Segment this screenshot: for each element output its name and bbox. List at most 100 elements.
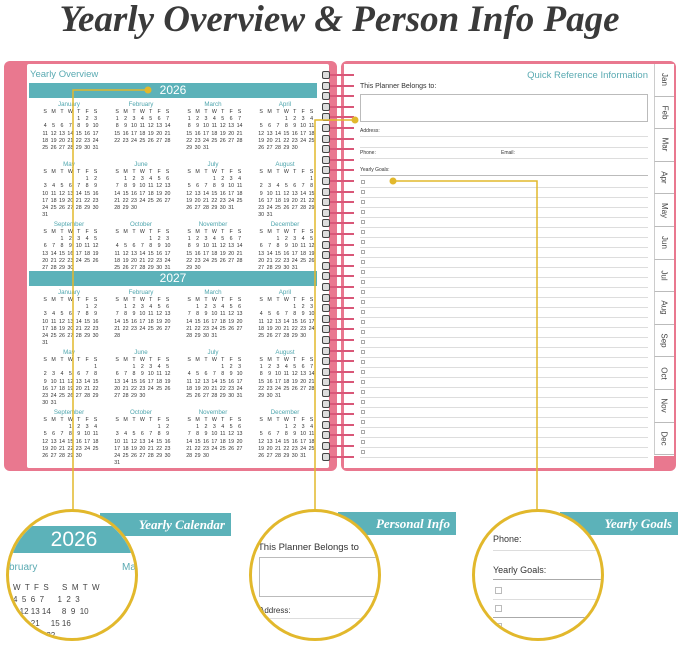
day-cell: 30 bbox=[92, 333, 99, 340]
day-cell: 12 bbox=[219, 243, 226, 250]
day-cell: 16 bbox=[131, 190, 137, 197]
day-cell: 16 bbox=[219, 190, 226, 197]
weekday-label: S bbox=[237, 357, 242, 363]
goal-checkbox[interactable] bbox=[361, 430, 365, 434]
weekday-label: S bbox=[237, 229, 242, 235]
goal-checkbox[interactable] bbox=[361, 180, 365, 184]
day-cell: 27 bbox=[236, 325, 243, 332]
weekday-label: T bbox=[204, 297, 208, 303]
tab-jun[interactable]: Jun bbox=[654, 226, 674, 260]
day-cell: 28 bbox=[59, 453, 65, 460]
day-cell: 10 bbox=[75, 243, 82, 250]
day-cell: 24 bbox=[131, 137, 137, 144]
month-name: January bbox=[57, 289, 80, 296]
goal-checkbox[interactable] bbox=[361, 270, 365, 274]
day-cell: 20 bbox=[164, 190, 171, 197]
goal-checkbox[interactable] bbox=[361, 370, 365, 374]
weekday-label: T bbox=[204, 229, 208, 235]
goal-checkbox[interactable] bbox=[361, 350, 365, 354]
goal-checkbox[interactable] bbox=[361, 410, 365, 414]
day-cell: 15 bbox=[147, 250, 154, 257]
day-cell: 2 bbox=[94, 304, 98, 311]
goal-checkbox[interactable] bbox=[361, 190, 365, 194]
day-cell: 21 bbox=[308, 378, 315, 385]
spiral-ring bbox=[318, 112, 354, 122]
weekday-label: W bbox=[283, 109, 289, 115]
goal-checkbox[interactable] bbox=[361, 440, 365, 444]
goal-checkbox[interactable] bbox=[361, 400, 365, 404]
tab-nov[interactable]: Nov bbox=[654, 389, 674, 423]
day-cell: 2 bbox=[293, 424, 297, 431]
goal-checkbox[interactable] bbox=[361, 230, 365, 234]
owner-name-box[interactable] bbox=[360, 94, 648, 122]
goal-checkbox[interactable] bbox=[361, 450, 365, 454]
goal-checkbox[interactable] bbox=[361, 340, 365, 344]
day-cell: 14 bbox=[266, 250, 273, 257]
tab-aug[interactable]: Aug bbox=[654, 292, 674, 325]
tab-apr[interactable]: Apr bbox=[654, 161, 674, 195]
goal-checkbox[interactable] bbox=[361, 320, 365, 324]
day-cell: 27 bbox=[114, 393, 121, 400]
goal-checkbox[interactable] bbox=[361, 330, 365, 334]
goal-checkbox[interactable] bbox=[361, 420, 365, 424]
zoom-month-right: Ma bbox=[122, 562, 136, 573]
goal-checkbox[interactable] bbox=[361, 250, 365, 254]
tab-feb[interactable]: Feb bbox=[654, 96, 674, 130]
day-cell: 25 bbox=[139, 137, 146, 144]
day-cell: 17 bbox=[308, 318, 315, 325]
day-cell: 6 bbox=[132, 243, 136, 250]
day-cell: 6 bbox=[229, 236, 233, 243]
day-cell: 1 bbox=[284, 424, 288, 431]
tab-jul[interactable]: Jul bbox=[654, 259, 674, 293]
goal-checkbox[interactable] bbox=[361, 200, 365, 204]
day-cell: 14 bbox=[203, 190, 209, 197]
day-cell: 8 bbox=[196, 311, 200, 318]
goal-checkbox[interactable] bbox=[361, 280, 365, 284]
day-cell: 3 bbox=[212, 424, 216, 431]
goal-checkbox[interactable] bbox=[361, 390, 365, 394]
tab-dec[interactable]: Dec bbox=[654, 422, 674, 456]
tab-oct[interactable]: Oct bbox=[654, 357, 674, 390]
day-cell: 20 bbox=[114, 385, 121, 392]
goal-checkbox[interactable] bbox=[361, 260, 365, 264]
goal-checkbox[interactable] bbox=[361, 300, 365, 304]
goal-line bbox=[360, 327, 648, 328]
day-cell: 21 bbox=[147, 445, 154, 452]
day-cell: 23 bbox=[194, 137, 201, 144]
day-cell: 26 bbox=[228, 445, 235, 452]
goal-checkbox[interactable] bbox=[361, 290, 365, 294]
goal-checkbox[interactable] bbox=[361, 240, 365, 244]
tab-jan[interactable]: Jan bbox=[654, 64, 674, 97]
weekday-label: F bbox=[229, 109, 233, 115]
day-cell: 29 bbox=[147, 265, 154, 272]
day-cell: 8 bbox=[187, 243, 191, 250]
tab-sep[interactable]: Sep bbox=[654, 324, 674, 358]
day-cell: 9 bbox=[196, 123, 200, 130]
goal-line bbox=[360, 307, 648, 308]
day-cell: 21 bbox=[275, 445, 281, 452]
goal-line bbox=[360, 377, 648, 378]
goal-checkbox[interactable] bbox=[361, 210, 365, 214]
weekday-label: F bbox=[157, 417, 161, 423]
goal-line bbox=[360, 357, 648, 358]
tab-may[interactable]: May bbox=[654, 194, 674, 227]
day-cell: 5 bbox=[221, 116, 225, 123]
day-cell: 30 bbox=[291, 145, 298, 152]
day-cell: 16 bbox=[194, 250, 201, 257]
day-cell: 2 bbox=[124, 116, 128, 123]
goal-checkbox[interactable] bbox=[361, 380, 365, 384]
goal-line bbox=[360, 317, 648, 318]
tab-mar[interactable]: Mar bbox=[654, 129, 674, 162]
day-cell: 20 bbox=[275, 325, 281, 332]
day-cell: 11 bbox=[114, 250, 120, 257]
day-cell: 23 bbox=[291, 137, 298, 144]
goal-checkbox[interactable] bbox=[361, 360, 365, 364]
day-cell: 11 bbox=[220, 431, 226, 438]
goal-checkbox[interactable] bbox=[361, 220, 365, 224]
goal-checkbox[interactable] bbox=[361, 310, 365, 314]
day-cell: 11 bbox=[220, 311, 226, 318]
personal-info-badge: Personal Info bbox=[338, 512, 456, 535]
day-cell: 19 bbox=[228, 318, 235, 325]
day-cell: 13 bbox=[291, 190, 298, 197]
weekday-label: S bbox=[115, 169, 119, 175]
